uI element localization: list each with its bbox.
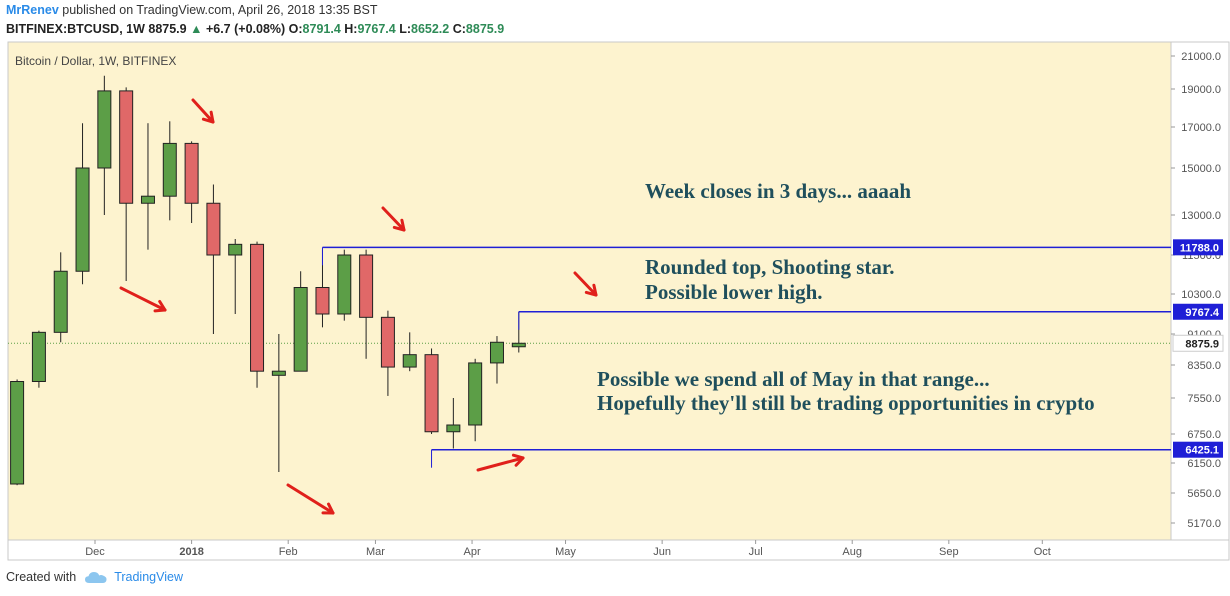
publish-info: MrRenev published on TradingView.com, Ap… (6, 3, 378, 17)
low-value: 8652.2 (411, 22, 450, 36)
candle-down (184, 142, 199, 204)
author-name[interactable]: MrRenev (6, 3, 59, 17)
arrow-icon (381, 206, 406, 232)
candle-up (162, 142, 177, 197)
candle-up (271, 370, 286, 376)
high-label: H: (344, 22, 358, 36)
annotation-text: Week closes in 3 days... aaaah (645, 179, 911, 203)
candle-up (75, 167, 90, 272)
low-label: L: (399, 22, 411, 36)
footer: Created with TradingView (6, 570, 183, 584)
y-tick-label: 15000.0 (1181, 163, 1221, 175)
high-value: 9767.4 (357, 22, 396, 36)
candle-up (468, 362, 483, 426)
level-tag (1173, 303, 1223, 320)
y-tick-label: 6750.0 (1187, 429, 1221, 441)
x-tick-label: Aug (842, 546, 862, 558)
y-tick-label: 7550.0 (1187, 393, 1221, 405)
x-tick-label: Feb (279, 546, 298, 558)
open-value: 8791.4 (302, 22, 341, 36)
x-tick-label: Mar (366, 546, 385, 558)
symbol-label: BITFINEX:BTCUSD, 1W (6, 22, 145, 36)
x-tick-label: Dec (85, 546, 105, 558)
candle-up (97, 90, 112, 169)
y-tick-label: 6150.0 (1187, 458, 1221, 470)
x-tick-label: Apr (463, 546, 480, 558)
x-tick-label: Jun (653, 546, 671, 558)
chart-title: Bitcoin / Dollar, 1W, BITFINEX (15, 54, 176, 68)
candle-up (293, 287, 308, 372)
candle-down (315, 287, 330, 315)
candle-up (337, 254, 352, 315)
arrow-icon (119, 286, 167, 313)
x-tick-label: Jul (749, 546, 763, 558)
x-tick-label: Sep (939, 546, 959, 558)
created-with-text: Created with (6, 570, 77, 584)
current-price-tag-label: 8875.9 (1185, 338, 1219, 350)
publish-text: published on TradingView.com, April 26, … (62, 3, 378, 17)
y-tick-label: 21000.0 (1181, 51, 1221, 63)
y-tick-label: 19000.0 (1181, 84, 1221, 96)
candle-up (228, 243, 243, 256)
time-axis (7, 539, 1230, 561)
price-change: +6.7 (+0.08%) (205, 22, 286, 36)
close-value: 8875.9 (465, 22, 505, 36)
arrow-icon (191, 98, 215, 124)
y-tick-label: 10300.0 (1181, 289, 1221, 301)
annotation-text: Possible lower high. (645, 280, 823, 304)
candle-up (31, 331, 46, 383)
arrow-icon (476, 453, 525, 472)
symbol-info: BITFINEX:BTCUSD, 1W 8875.9 ▲ +6.7 (+0.08… (6, 22, 504, 36)
candle-up (446, 424, 461, 433)
y-tick-label: 17000.0 (1181, 122, 1221, 134)
candle-down (380, 316, 395, 368)
arrow-icon (286, 483, 335, 515)
y-tick-label: 8350.0 (1187, 360, 1221, 372)
level-tag-label: 6425.1 (1185, 445, 1219, 457)
x-tick-label: 2018 (179, 546, 203, 558)
plot-area (7, 41, 1172, 541)
level-tag-label: 9767.4 (1185, 307, 1220, 319)
candle-up (402, 354, 417, 368)
x-tick-label: Oct (1034, 546, 1051, 558)
close-label: C: (452, 22, 466, 36)
current-price-tag (1172, 334, 1224, 352)
level-tag-label: 11788.0 (1180, 242, 1219, 254)
tradingview-brand[interactable]: TradingView (114, 570, 183, 584)
candle-down (119, 90, 134, 204)
candle-up (140, 195, 155, 204)
y-tick-label: 13000.0 (1181, 210, 1221, 222)
candle-up (53, 270, 68, 333)
up-triangle-icon: ▲ (190, 22, 203, 36)
tradingview-cloud-icon (85, 572, 107, 583)
open-label: O: (288, 22, 303, 36)
arrow-icon (573, 271, 598, 297)
level-tag (1173, 239, 1223, 256)
candle-down (359, 254, 374, 318)
candle-up (10, 381, 25, 485)
candle-down (206, 202, 221, 256)
last-price: 8875.9 (148, 22, 187, 36)
annotation-text: Hopefully they'll still be trading oppor… (597, 391, 1095, 415)
level-tag (1173, 441, 1223, 458)
y-tick-label: 5170.0 (1187, 518, 1221, 530)
annotation-text: Rounded top, Shooting star. (645, 255, 895, 279)
x-tick-label: May (555, 546, 576, 558)
candle-up (511, 342, 526, 348)
candle-down (424, 354, 439, 433)
candle-up (489, 341, 504, 364)
candle-down (250, 243, 265, 372)
y-tick-label: 5650.0 (1187, 488, 1221, 500)
annotation-text: Possible we spend all of May in that ran… (597, 367, 990, 391)
